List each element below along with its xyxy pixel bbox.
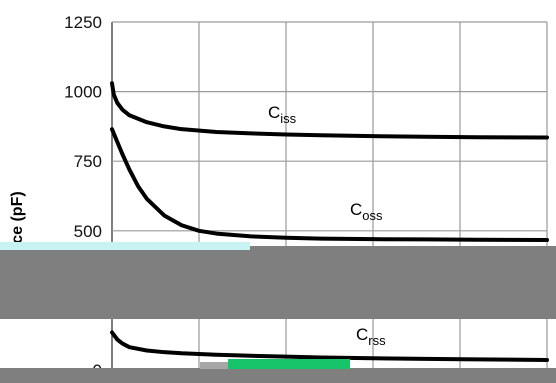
occlusion-gray-patch — [200, 362, 228, 369]
series-line-ciss — [110, 81, 549, 140]
y-tick-labels: 025050075010001250 — [64, 13, 102, 380]
annotation-ciss: Ciss — [268, 103, 297, 126]
occlusion-cyan-strip — [0, 242, 250, 250]
occlusion-bottom-band — [0, 368, 556, 383]
series-line-coss — [110, 127, 549, 242]
annotation-crss: Crss — [356, 325, 386, 348]
y-tick-label: 1250 — [64, 13, 102, 32]
series-annotations: Ciss Coss Crss — [268, 103, 386, 348]
occlusion-overlays — [0, 242, 556, 383]
occlusion-green-patch — [228, 359, 350, 369]
occlusion-band — [0, 246, 556, 319]
y-tick-label: 750 — [74, 152, 102, 171]
series-line-crss — [110, 330, 549, 362]
series-lines — [110, 81, 549, 362]
annotation-coss: Coss — [350, 200, 383, 223]
y-tick-label: 1000 — [64, 83, 102, 102]
y-tick-label: 500 — [74, 222, 102, 241]
